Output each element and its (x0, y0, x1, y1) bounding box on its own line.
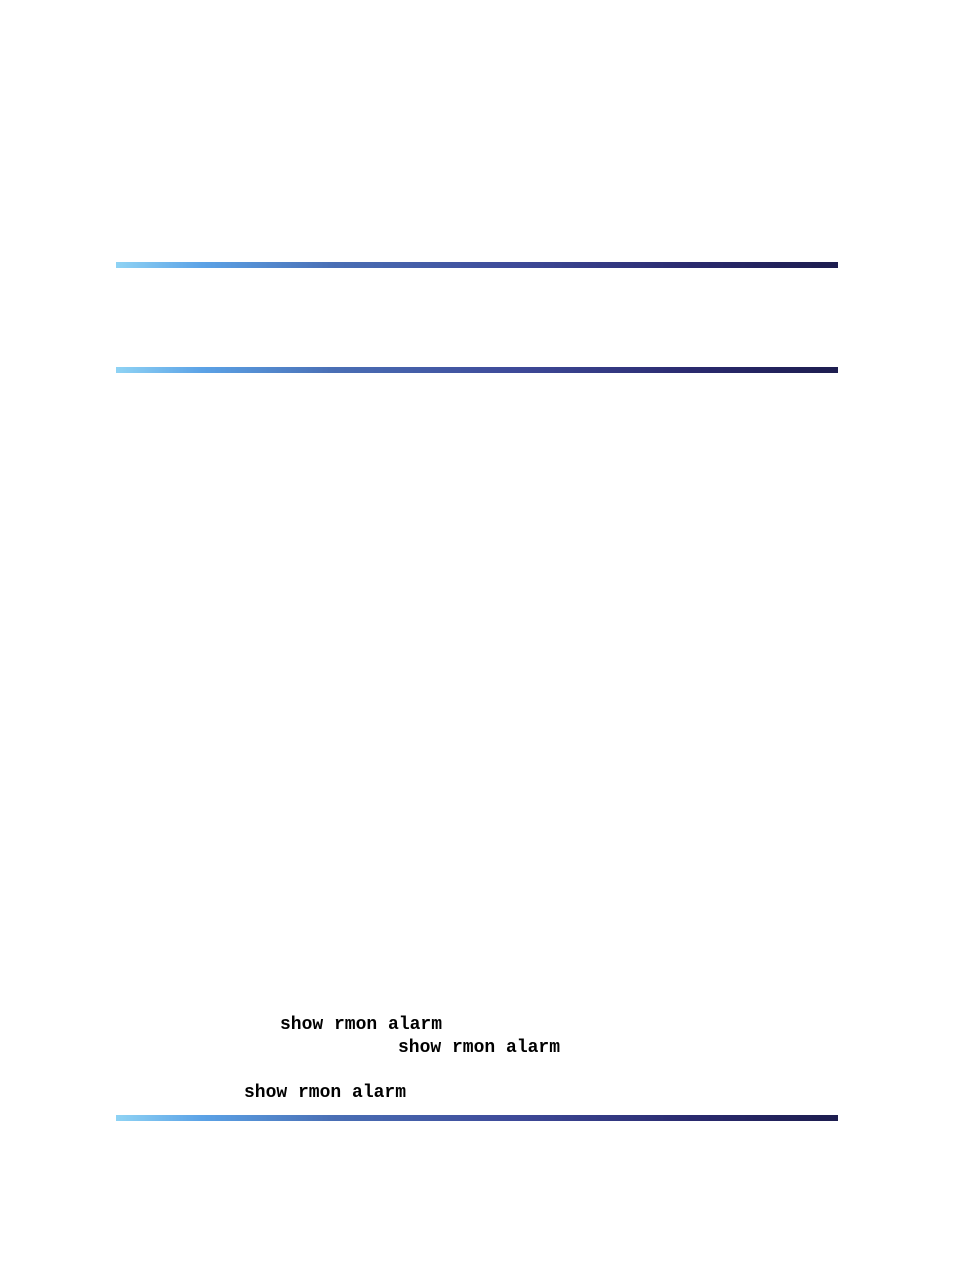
horizontal-rule-middle (116, 367, 838, 373)
horizontal-rule-bottom (116, 1115, 838, 1121)
code-text-line-2: show rmon alarm (398, 1038, 560, 1058)
code-text-line-3: show rmon alarm (244, 1083, 406, 1103)
horizontal-rule-top (116, 262, 838, 268)
code-text-line-1: show rmon alarm (280, 1015, 442, 1035)
document-page: show rmon alarm show rmon alarm show rmo… (0, 0, 954, 1272)
